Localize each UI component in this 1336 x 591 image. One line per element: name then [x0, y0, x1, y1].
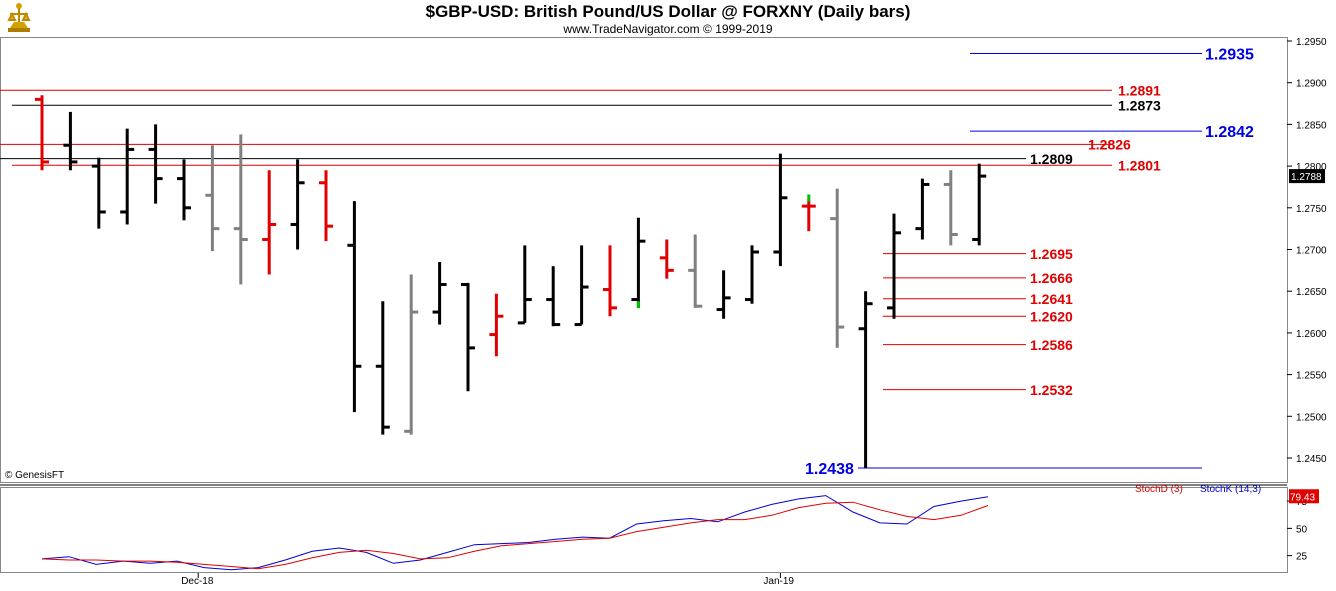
price-axis-label: 1.2850 — [1296, 120, 1327, 131]
level-label-1.2826: 1.2826 — [1088, 137, 1131, 153]
level-label-1.2891: 1.2891 — [1118, 83, 1161, 99]
legend-stochk: StochK (14,3) — [1200, 484, 1261, 495]
trade-navigator-logo — [4, 2, 34, 34]
stoch-line-stochk — [41, 495, 989, 571]
date-axis-label: Jan-19 — [763, 576, 794, 587]
price-panel-frame — [0, 37, 1288, 483]
date-axis-label: Dec-18 — [181, 576, 214, 587]
price-axis-label: 1.2450 — [1296, 454, 1327, 465]
level-label-1.2620: 1.2620 — [1030, 309, 1073, 325]
price-axis-label: 1.2700 — [1296, 246, 1327, 257]
level-label-1.2935: 1.2935 — [1205, 47, 1254, 64]
level-label-1.2586: 1.2586 — [1030, 337, 1073, 353]
level-label-1.2666: 1.2666 — [1030, 270, 1073, 286]
legend-stochd: StochD (3) — [1135, 484, 1183, 495]
chart-title: $GBP-USD: British Pound/US Dollar @ FORX… — [425, 2, 911, 21]
price-axis-label: 1.2750 — [1296, 204, 1327, 215]
stoch-last-box — [1289, 489, 1319, 504]
price-axis-label: 1.2600 — [1296, 329, 1327, 340]
last-price-label: 1.2788 — [1291, 172, 1322, 183]
price-axis-label: 1.2950 — [1296, 37, 1327, 48]
stoch-line-stochd — [41, 501, 989, 570]
stoch-panel-frame — [0, 487, 1288, 573]
last-price-box — [1289, 169, 1325, 184]
copyright-label: © GenesisFT — [5, 470, 64, 481]
price-axis-label: 1.2650 — [1296, 287, 1327, 298]
chart-subtitle: www.TradeNavigator.com © 1999-2019 — [563, 22, 773, 36]
level-label-1.2641: 1.2641 — [1030, 291, 1073, 307]
level-label-1.2809: 1.2809 — [1030, 151, 1073, 167]
level-label-1.2532: 1.2532 — [1030, 382, 1073, 398]
level-label-1.2695: 1.2695 — [1030, 246, 1073, 262]
level-label-1.2842: 1.2842 — [1205, 124, 1254, 141]
price-axis-label: 1.2500 — [1296, 412, 1327, 423]
stoch-axis-label: 50 — [1296, 524, 1308, 535]
price-axis-label: 1.2800 — [1296, 162, 1327, 173]
level-label-1.2438: 1.2438 — [805, 461, 854, 478]
stoch-axis-label: 25 — [1296, 552, 1308, 563]
price-axis-label: 1.2900 — [1296, 79, 1327, 90]
stoch-last-label: 79.43 — [1290, 492, 1315, 503]
price-axis-label: 1.2550 — [1296, 371, 1327, 382]
level-label-1.2873: 1.2873 — [1118, 98, 1161, 114]
level-label-1.2801: 1.2801 — [1118, 158, 1161, 174]
